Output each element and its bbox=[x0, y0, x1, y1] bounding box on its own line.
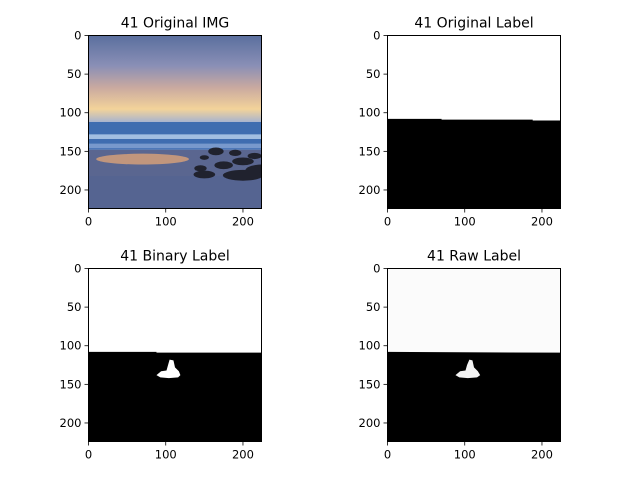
subplot: 41 Raw Label 0 100 200 0 50 100 150 200 bbox=[359, 249, 561, 462]
y-tick-label: 50 bbox=[67, 67, 82, 81]
image-area bbox=[387, 35, 561, 209]
x-tick-label: 200 bbox=[531, 215, 553, 229]
label-background-region bbox=[387, 351, 561, 442]
axes-frame bbox=[387, 268, 561, 442]
y-tick-label: 50 bbox=[67, 300, 82, 314]
rock bbox=[222, 169, 262, 181]
y-tick-label: 150 bbox=[60, 377, 82, 391]
wave-foam-near bbox=[88, 143, 262, 149]
y-tick-label: 100 bbox=[359, 106, 381, 120]
y-tick-label: 150 bbox=[359, 144, 381, 158]
image-area bbox=[387, 268, 561, 442]
subplot-title: 41 Original Label bbox=[414, 16, 533, 32]
y-tick-label: 100 bbox=[60, 339, 82, 353]
x-tick-label: 100 bbox=[155, 215, 177, 229]
image-area bbox=[88, 268, 262, 442]
rock bbox=[194, 165, 207, 172]
y-tick-label: 100 bbox=[359, 339, 381, 353]
y-tick-label: 100 bbox=[60, 106, 82, 120]
x-tick-label: 0 bbox=[384, 215, 391, 229]
subplot-title: 41 Binary Label bbox=[120, 249, 229, 265]
label-blob bbox=[455, 359, 481, 379]
rock bbox=[199, 155, 209, 160]
y-tick-label: 0 bbox=[373, 29, 380, 43]
x-tick-label: 0 bbox=[384, 448, 391, 462]
sky bbox=[88, 35, 262, 122]
image-area bbox=[88, 35, 262, 209]
y-tick-label: 150 bbox=[359, 377, 381, 391]
label-background-region bbox=[88, 351, 262, 442]
sun-reflection bbox=[96, 153, 189, 165]
y-tick-label: 150 bbox=[60, 144, 82, 158]
y-tick-label: 50 bbox=[366, 300, 381, 314]
axes-frame bbox=[387, 35, 561, 209]
y-tick-label: 0 bbox=[74, 29, 81, 43]
axes-frame bbox=[88, 268, 262, 442]
x-tick-label: 200 bbox=[531, 448, 553, 462]
axes-frame bbox=[88, 35, 262, 209]
x-tick-label: 100 bbox=[454, 215, 476, 229]
rock bbox=[208, 147, 224, 156]
rock bbox=[214, 161, 233, 170]
label-blob bbox=[156, 359, 181, 379]
x-tick-label: 0 bbox=[85, 215, 92, 229]
subplot-title: 41 Original IMG bbox=[121, 16, 230, 32]
rock bbox=[247, 152, 262, 160]
wave-foam bbox=[88, 134, 262, 139]
subplot-title: 41 Raw Label bbox=[427, 249, 521, 265]
subplot: 41 Original Label 0 100 200 0 50 100 150 200 bbox=[359, 16, 561, 229]
y-tick-label: 0 bbox=[74, 262, 81, 276]
x-tick-label: 200 bbox=[232, 215, 254, 229]
y-tick-label: 200 bbox=[60, 416, 82, 430]
x-tick-label: 200 bbox=[232, 448, 254, 462]
rock bbox=[229, 149, 242, 156]
rock bbox=[232, 157, 254, 166]
subplot: 41 Original IMG 0 100 200 0 50 100 150 200 bbox=[60, 16, 262, 229]
y-tick-label: 0 bbox=[373, 262, 380, 276]
y-tick-label: 50 bbox=[366, 67, 381, 81]
rock bbox=[193, 170, 216, 179]
label-background-region bbox=[387, 118, 561, 209]
subplot: 41 Binary Label 0 100 200 0 50 100 150 200 bbox=[60, 249, 262, 462]
x-tick-label: 100 bbox=[155, 448, 177, 462]
y-tick-label: 200 bbox=[359, 416, 381, 430]
x-tick-label: 0 bbox=[85, 448, 92, 462]
x-tick-label: 100 bbox=[454, 448, 476, 462]
y-tick-label: 200 bbox=[359, 183, 381, 197]
y-tick-label: 200 bbox=[60, 183, 82, 197]
foreground-sand bbox=[88, 176, 262, 209]
